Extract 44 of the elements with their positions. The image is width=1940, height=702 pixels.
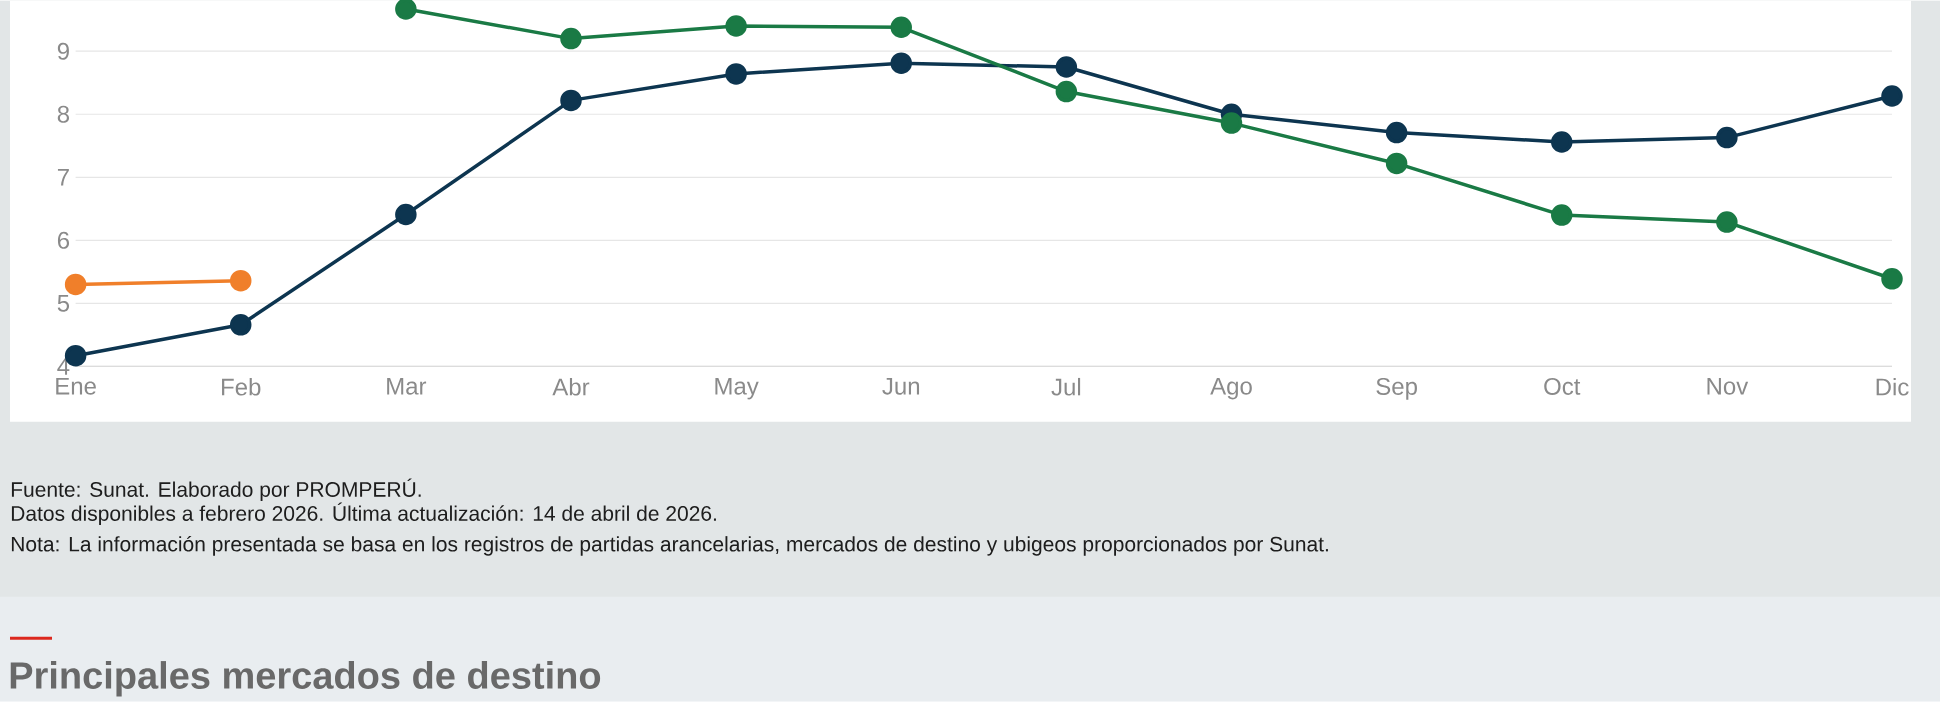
point — [229, 314, 252, 336]
point — [1716, 126, 1738, 149]
y-tick-label: 8 — [57, 105, 70, 123]
point — [1385, 152, 1408, 175]
point — [890, 52, 912, 75]
x-tick-label: Oct — [1544, 378, 1581, 396]
point — [1881, 85, 1903, 107]
y-tick-label: 6 — [57, 231, 70, 249]
point — [560, 89, 582, 112]
x-tick-label: Dic — [1876, 378, 1909, 396]
point — [1881, 268, 1903, 290]
point — [890, 16, 912, 39]
point — [395, 0, 417, 20]
point — [1551, 204, 1573, 226]
point — [395, 203, 417, 226]
point — [1716, 211, 1738, 233]
x-tick-label: Feb — [222, 378, 261, 396]
x-tick-label: Jun — [882, 378, 920, 395]
x-tick-label: Mar — [387, 378, 427, 395]
y-tick-label: 4 — [57, 358, 70, 375]
point — [560, 27, 582, 50]
text: Nota: La información presentada se basa en los registros de partidas arancelarias, mercados de destino y ubigeos proporcionados por Sunat. — [11, 535, 1328, 556]
x-tick-label: Abr — [552, 378, 590, 396]
point — [1220, 112, 1243, 134]
x-tick-label: Sep — [1376, 378, 1417, 400]
point — [64, 273, 87, 296]
point — [1551, 131, 1573, 153]
point — [1055, 56, 1078, 78]
point — [725, 15, 747, 37]
x-tick-label: Ago — [1210, 378, 1252, 400]
x-tick-label: May — [715, 378, 759, 400]
text: Datos disponibles a febrero 2026. Última actualización: 14 de abril de 2026. — [11, 502, 716, 526]
x-tick-label: Ene — [56, 378, 96, 395]
point — [1385, 121, 1408, 144]
point — [725, 63, 747, 85]
x-tick-label: Jul — [1051, 378, 1081, 396]
text: Principales mercados de destino — [10, 661, 601, 697]
y-tick-label: 5 — [57, 295, 70, 312]
y-tick-label: 9 — [57, 42, 69, 60]
point — [229, 270, 252, 292]
y-tick-label: 7 — [57, 169, 69, 186]
x-tick-label: Nov — [1707, 378, 1749, 395]
source-note: Fuente: Sunat. Elaborado por PROMPERÚ. — [11, 478, 421, 502]
point — [1055, 80, 1078, 103]
